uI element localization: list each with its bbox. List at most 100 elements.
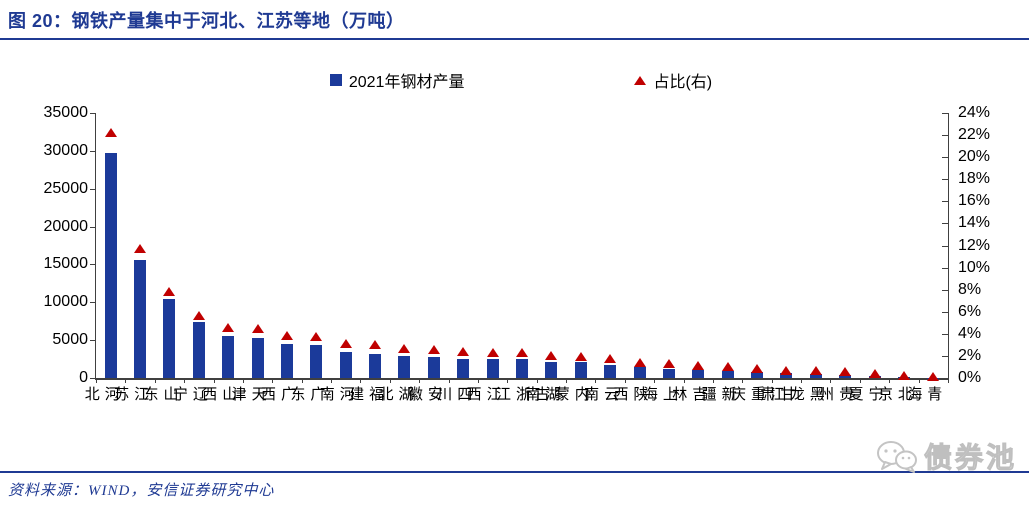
y-axis-right-label: 22% bbox=[958, 126, 991, 144]
x-axis-label: 安徽 bbox=[405, 386, 443, 402]
x-axis-tick bbox=[448, 378, 450, 383]
share-marker bbox=[457, 346, 470, 356]
share-marker bbox=[369, 339, 382, 349]
production-bar bbox=[780, 373, 793, 378]
y-axis-right-tick bbox=[942, 355, 948, 357]
production-bar bbox=[751, 372, 764, 378]
x-axis-label: 甘肃 bbox=[758, 386, 796, 402]
x-axis-label: 贵州 bbox=[817, 386, 855, 402]
y-axis-right-label: 12% bbox=[958, 236, 991, 254]
x-axis-label: 广西 bbox=[258, 386, 296, 402]
x-axis-label: 江苏 bbox=[112, 386, 150, 402]
x-axis-label: 湖南 bbox=[523, 386, 561, 402]
source-note: 资料来源：WIND，安信证券研究中心 bbox=[8, 483, 275, 499]
y-axis-right-tick bbox=[942, 378, 948, 379]
y-axis-right-label: 2% bbox=[958, 346, 982, 364]
y-axis-right-label: 20% bbox=[958, 148, 991, 166]
footer-rule bbox=[0, 471, 1029, 473]
y-axis-left-tick bbox=[90, 378, 96, 379]
share-marker bbox=[604, 354, 617, 364]
share-marker bbox=[398, 344, 411, 354]
x-axis-tick bbox=[507, 378, 509, 383]
share-marker bbox=[927, 372, 940, 382]
production-bar bbox=[280, 344, 293, 378]
x-axis-tick bbox=[771, 378, 773, 383]
production-bar bbox=[398, 355, 411, 378]
y-axis-left-tick bbox=[90, 150, 96, 152]
x-axis-label: 上海 bbox=[640, 386, 678, 402]
share-marker bbox=[545, 350, 558, 360]
share-marker bbox=[574, 352, 587, 362]
x-axis-tick bbox=[536, 378, 538, 383]
share-marker bbox=[721, 361, 734, 371]
x-axis-label: 福建 bbox=[347, 386, 385, 402]
x-axis-label: 云南 bbox=[582, 386, 620, 402]
share-marker bbox=[662, 359, 675, 369]
x-axis-tick bbox=[712, 378, 714, 383]
x-axis-label: 内蒙古 bbox=[532, 386, 590, 402]
y-axis-right-label: 24% bbox=[958, 104, 991, 121]
x-axis-tick bbox=[213, 378, 215, 383]
bar-swatch-icon bbox=[329, 74, 342, 86]
y-axis-left-label: 30000 bbox=[43, 141, 89, 159]
x-axis-label: 广东 bbox=[288, 386, 326, 402]
production-bar bbox=[222, 336, 235, 378]
y-axis-right-label: 18% bbox=[958, 170, 991, 188]
x-axis-tick bbox=[331, 378, 333, 383]
production-bar bbox=[692, 370, 705, 378]
y-axis-left-label: 15000 bbox=[43, 255, 89, 273]
x-axis-tick bbox=[419, 378, 421, 383]
y-axis-right-tick bbox=[942, 157, 948, 159]
legend-markers-label: 占比(右) bbox=[653, 74, 713, 91]
x-axis-label: 山西 bbox=[200, 386, 238, 402]
x-axis-tick bbox=[654, 378, 656, 383]
x-axis-tick bbox=[948, 378, 949, 383]
x-axis-tick bbox=[389, 378, 391, 383]
x-axis-tick bbox=[742, 378, 744, 383]
production-bar bbox=[427, 356, 440, 378]
share-marker bbox=[751, 364, 764, 374]
x-axis-label: 宁夏 bbox=[846, 386, 884, 402]
y-axis-left-tick bbox=[90, 302, 96, 304]
share-marker bbox=[839, 367, 852, 377]
x-axis-tick bbox=[360, 378, 362, 383]
share-marker bbox=[192, 311, 205, 321]
share-marker bbox=[692, 360, 705, 370]
y-axis-right-tick bbox=[942, 311, 948, 313]
x-axis-tick bbox=[184, 378, 186, 383]
legend-item-production: 2021年钢材产量 bbox=[329, 68, 464, 92]
y-axis-left-tick bbox=[90, 264, 96, 266]
x-axis-label: 山东 bbox=[141, 386, 179, 402]
legend-item-share: 占比(右) bbox=[634, 68, 712, 92]
production-bar bbox=[104, 153, 117, 378]
production-bar bbox=[192, 322, 205, 378]
y-axis-right-tick bbox=[942, 201, 948, 203]
production-bar bbox=[486, 358, 499, 378]
y-axis-right-label: 16% bbox=[958, 192, 991, 210]
y-axis-right-tick bbox=[942, 113, 948, 114]
production-bar bbox=[604, 364, 617, 378]
production-bar bbox=[633, 367, 646, 378]
production-bar bbox=[545, 362, 558, 378]
y-axis-left-label: 20000 bbox=[43, 217, 89, 235]
share-marker bbox=[280, 331, 293, 341]
watermark-text: 债券池 bbox=[923, 442, 1017, 474]
y-axis-right-tick bbox=[942, 223, 948, 225]
x-axis-tick bbox=[683, 378, 685, 383]
x-axis-tick bbox=[830, 378, 832, 383]
x-axis-label: 浙江 bbox=[494, 386, 531, 402]
plot-area: 0 5000 10000 15000 20000 25000 30000 35000 0% 2% 4… bbox=[44, 104, 991, 402]
x-axis-label: 江西 bbox=[464, 386, 502, 402]
x-axis-label: 陕西 bbox=[611, 386, 649, 402]
y-axis-left-label: 10000 bbox=[43, 293, 89, 311]
y-axis-right-label: 0% bbox=[958, 369, 982, 386]
x-axis-tick bbox=[889, 378, 891, 383]
share-marker bbox=[134, 243, 147, 253]
x-axis-label: 青海 bbox=[905, 386, 943, 402]
share-marker bbox=[868, 369, 881, 379]
share-marker bbox=[486, 347, 499, 357]
y-axis-left-label: 25000 bbox=[43, 179, 89, 197]
production-bar bbox=[516, 359, 528, 378]
y-axis-right-label: 14% bbox=[958, 214, 991, 232]
y-axis-right-tick bbox=[942, 179, 948, 181]
